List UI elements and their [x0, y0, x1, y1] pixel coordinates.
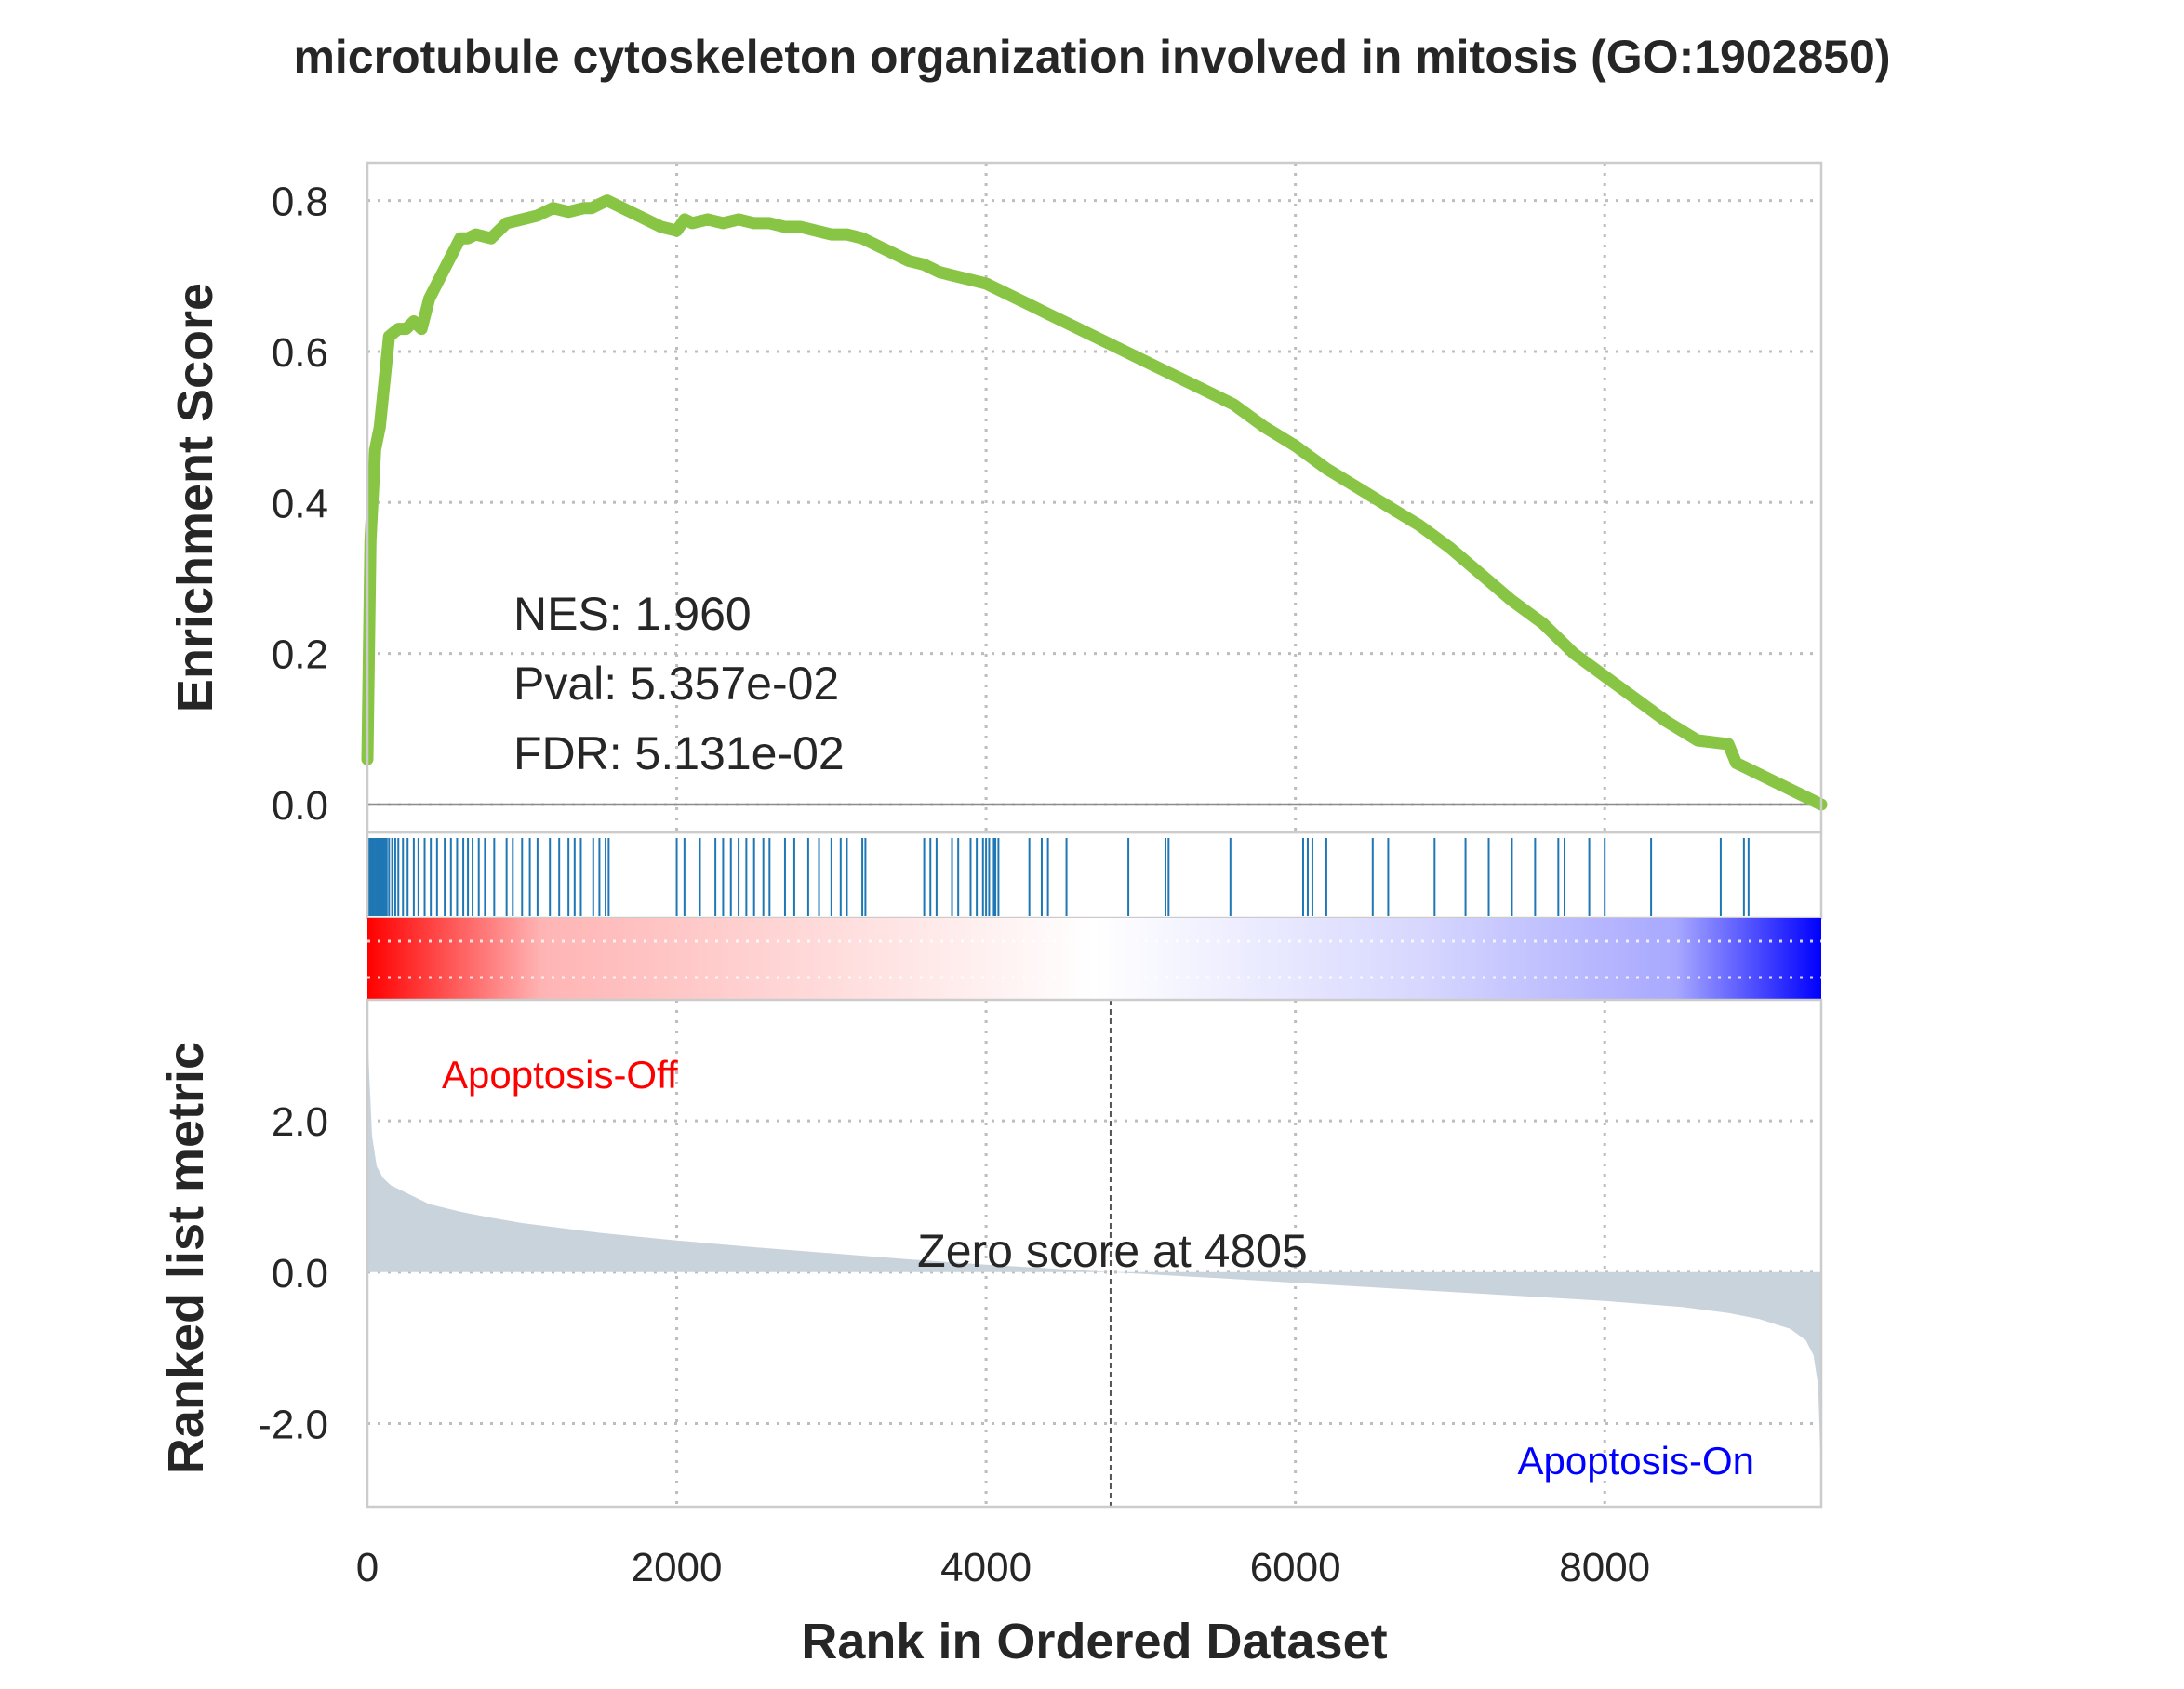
metric-area [367, 1022, 1821, 1484]
gradient-gridlines [367, 939, 1821, 979]
stat-fdr: FDR: 5.131e-02 [513, 727, 845, 779]
x-axis-label: Rank in Ordered Dataset [801, 1614, 1387, 1669]
es-ytick-label: 0.4 [272, 481, 328, 526]
es-ytick-labels: 0.0 0.2 0.4 0.6 0.8 [272, 180, 328, 829]
negative-phenotype-label: Apoptosis-On [1518, 1439, 1754, 1483]
hit-panel [366, 831, 1823, 920]
metric-ytick-label: 2.0 [272, 1099, 328, 1145]
metric-frame [366, 998, 1823, 1509]
x-tick-labels: 0 2000 4000 6000 8000 [356, 1545, 1650, 1590]
ranked-metric-panel: 2.0 0.0 -2.0 Ranked list metric Apoptosis-… [158, 998, 1823, 1509]
es-series-line [361, 194, 1828, 811]
stat-pval: Pval: 5.357e-02 [513, 658, 839, 710]
positive-phenotype-label: Apoptosis-Off [442, 1053, 678, 1097]
x-tick-label: 2000 [632, 1545, 723, 1590]
metric-ytick-label: -2.0 [258, 1403, 328, 1448]
es-ytick-label: 0.6 [272, 330, 328, 376]
x-tick-label: 8000 [1559, 1545, 1650, 1590]
x-tick-label: 4000 [940, 1545, 1032, 1590]
enrichment-score-panel: 0.0 0.2 0.4 0.6 0.8 Enrichment Score NES: 1.… [167, 161, 1828, 834]
zero-score-label: Zero score at 4805 [917, 1225, 1308, 1277]
chart-title: microtubule cytoskeleton organization in… [293, 31, 1890, 83]
es-ytick-label: 0.0 [272, 783, 328, 829]
metric-gridlines [367, 1000, 1821, 1507]
gradient-rect [367, 918, 1821, 1000]
hit-lines [366, 838, 1750, 916]
es-ylabel: Enrichment Score [167, 283, 223, 712]
rank-gradient-bar [367, 918, 1821, 1000]
stat-nes: NES: 1.960 [513, 588, 752, 640]
x-tick-label: 0 [356, 1545, 379, 1590]
es-ytick-label: 0.8 [272, 180, 328, 225]
hit-frame [366, 831, 1823, 920]
metric-ylabel: Ranked list metric [158, 1042, 214, 1474]
es-ytick-label: 0.2 [272, 632, 328, 678]
metric-ytick-labels: 2.0 0.0 -2.0 [258, 1099, 328, 1447]
metric-ytick-label: 0.0 [272, 1251, 328, 1297]
x-tick-label: 6000 [1250, 1545, 1341, 1590]
